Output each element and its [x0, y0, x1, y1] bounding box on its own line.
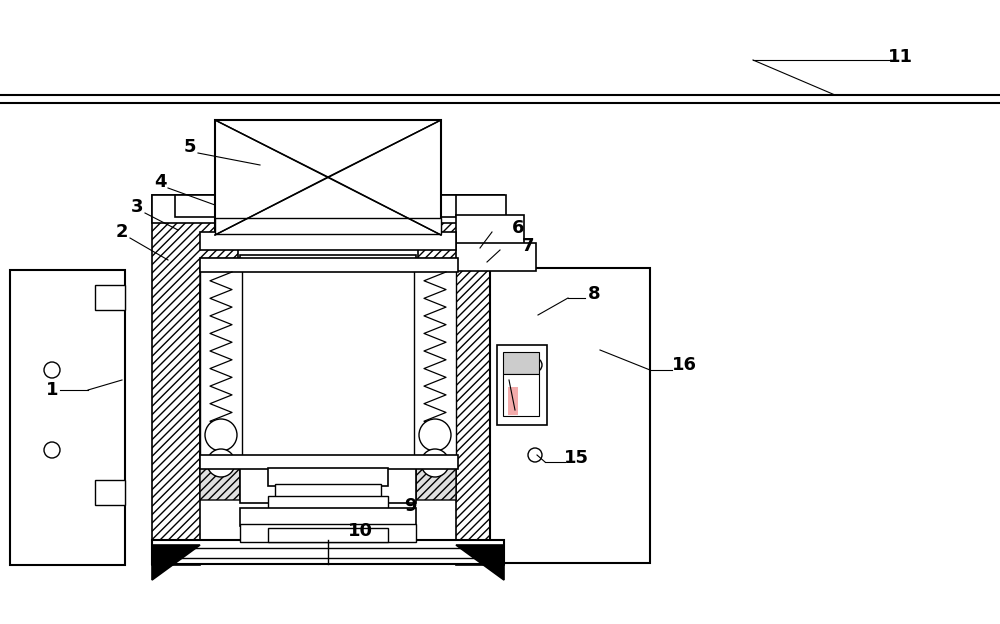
Bar	[240, 255, 416, 503]
Text: 1: 1	[46, 381, 58, 399]
Bar	[240, 524, 416, 542]
Polygon shape	[418, 195, 504, 565]
Bar	[152, 540, 504, 564]
Text: 3: 3	[131, 198, 143, 216]
Text: 6: 6	[512, 219, 524, 237]
Bar	[414, 258, 456, 458]
Bar	[497, 345, 547, 425]
Bar	[268, 496, 388, 510]
Bar	[10, 270, 125, 565]
Text: 7: 7	[522, 237, 534, 255]
Bar	[152, 195, 504, 223]
Bar	[503, 352, 539, 374]
Polygon shape	[456, 545, 504, 580]
Text: 10: 10	[348, 522, 372, 540]
Bar	[456, 243, 536, 271]
Text: 11: 11	[888, 48, 912, 66]
Text: 16: 16	[672, 356, 696, 374]
Bar	[200, 258, 458, 272]
Circle shape	[528, 448, 542, 462]
Text: 8: 8	[588, 285, 600, 303]
Circle shape	[44, 362, 60, 378]
Circle shape	[44, 442, 60, 458]
Bar	[456, 215, 524, 245]
Polygon shape	[200, 268, 268, 500]
Polygon shape	[388, 268, 456, 500]
Bar	[508, 387, 518, 415]
Circle shape	[205, 419, 237, 451]
Text: 2: 2	[116, 223, 128, 241]
Circle shape	[207, 449, 235, 477]
Bar	[240, 508, 416, 526]
Bar	[200, 232, 456, 250]
Circle shape	[528, 358, 542, 372]
Circle shape	[419, 419, 451, 451]
Polygon shape	[152, 195, 238, 565]
Bar	[200, 455, 458, 469]
Bar	[95, 480, 125, 505]
Text: 15: 15	[564, 449, 588, 467]
Bar	[503, 374, 539, 416]
Polygon shape	[152, 545, 200, 580]
Bar	[215, 120, 441, 235]
Bar	[456, 195, 506, 217]
Bar	[215, 218, 441, 234]
Bar	[268, 528, 388, 542]
Text: 5: 5	[184, 138, 196, 156]
Bar	[95, 285, 125, 310]
Text: 4: 4	[154, 173, 166, 191]
Bar	[200, 258, 242, 458]
Bar	[268, 468, 388, 486]
Bar	[175, 195, 481, 217]
Bar	[490, 268, 650, 563]
Bar	[168, 548, 488, 558]
Bar	[275, 484, 381, 498]
Text: 9: 9	[404, 497, 416, 515]
Circle shape	[421, 449, 449, 477]
